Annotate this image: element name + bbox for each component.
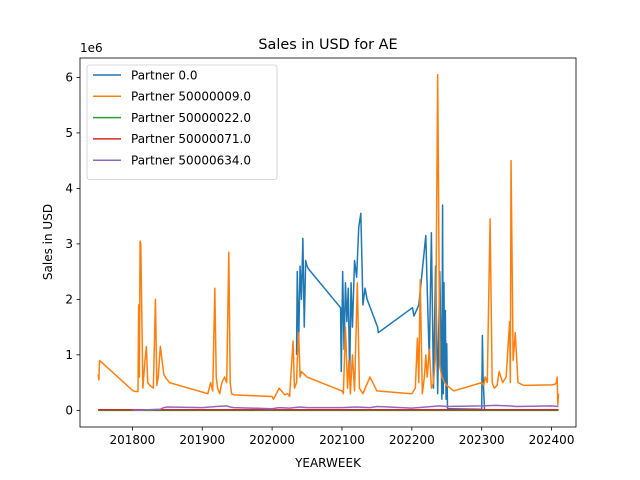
y-axis-label: Sales in USD [41, 204, 55, 280]
legend-box [86, 64, 278, 180]
axes-frame [79, 57, 577, 428]
x-axis-label: YEARWEEK [294, 456, 362, 470]
y-tick-label-6: 6 [65, 71, 73, 85]
y-tick-label-5: 5 [65, 126, 73, 140]
y-tick-label-3: 3 [65, 237, 73, 251]
x-tick-label-0: 201800 [109, 433, 155, 447]
x-tick-label-2: 202000 [249, 433, 295, 447]
plot-area: 201800 201900 202000 202100 202200 202300 2024… [65, 57, 577, 447]
legend-label-3: Partner 50000071.0 [131, 132, 251, 146]
series-group [97, 73, 560, 412]
legend-label-0: Partner 0.0 [131, 68, 198, 82]
x-tick-label-3: 202100 [319, 433, 365, 447]
legend-label-2: Partner 50000022.0 [131, 111, 251, 125]
chart-title: Sales in USD for AE [258, 37, 397, 53]
x-tick-label-5: 202300 [459, 433, 505, 447]
series-line-4 [132, 404, 559, 412]
y-scale-label: 1e6 [80, 41, 103, 55]
y-tick-label-4: 4 [65, 182, 73, 196]
legend: Partner 0.0 Partner 50000009.0 Partner 500… [86, 64, 278, 180]
y-tick-label-1: 1 [65, 348, 73, 362]
x-tick-label-4: 202200 [389, 433, 435, 447]
series-line-0 [295, 204, 486, 410]
y-tick-label-0: 0 [65, 404, 73, 418]
legend-label-4: Partner 50000634.0 [131, 154, 251, 168]
series-line-1 [97, 73, 560, 406]
legend-label-1: Partner 50000009.0 [131, 90, 251, 104]
x-tick-label-1: 201900 [179, 433, 225, 447]
y-tick-label-2: 2 [65, 293, 73, 307]
x-tick-label-6: 202400 [529, 433, 575, 447]
